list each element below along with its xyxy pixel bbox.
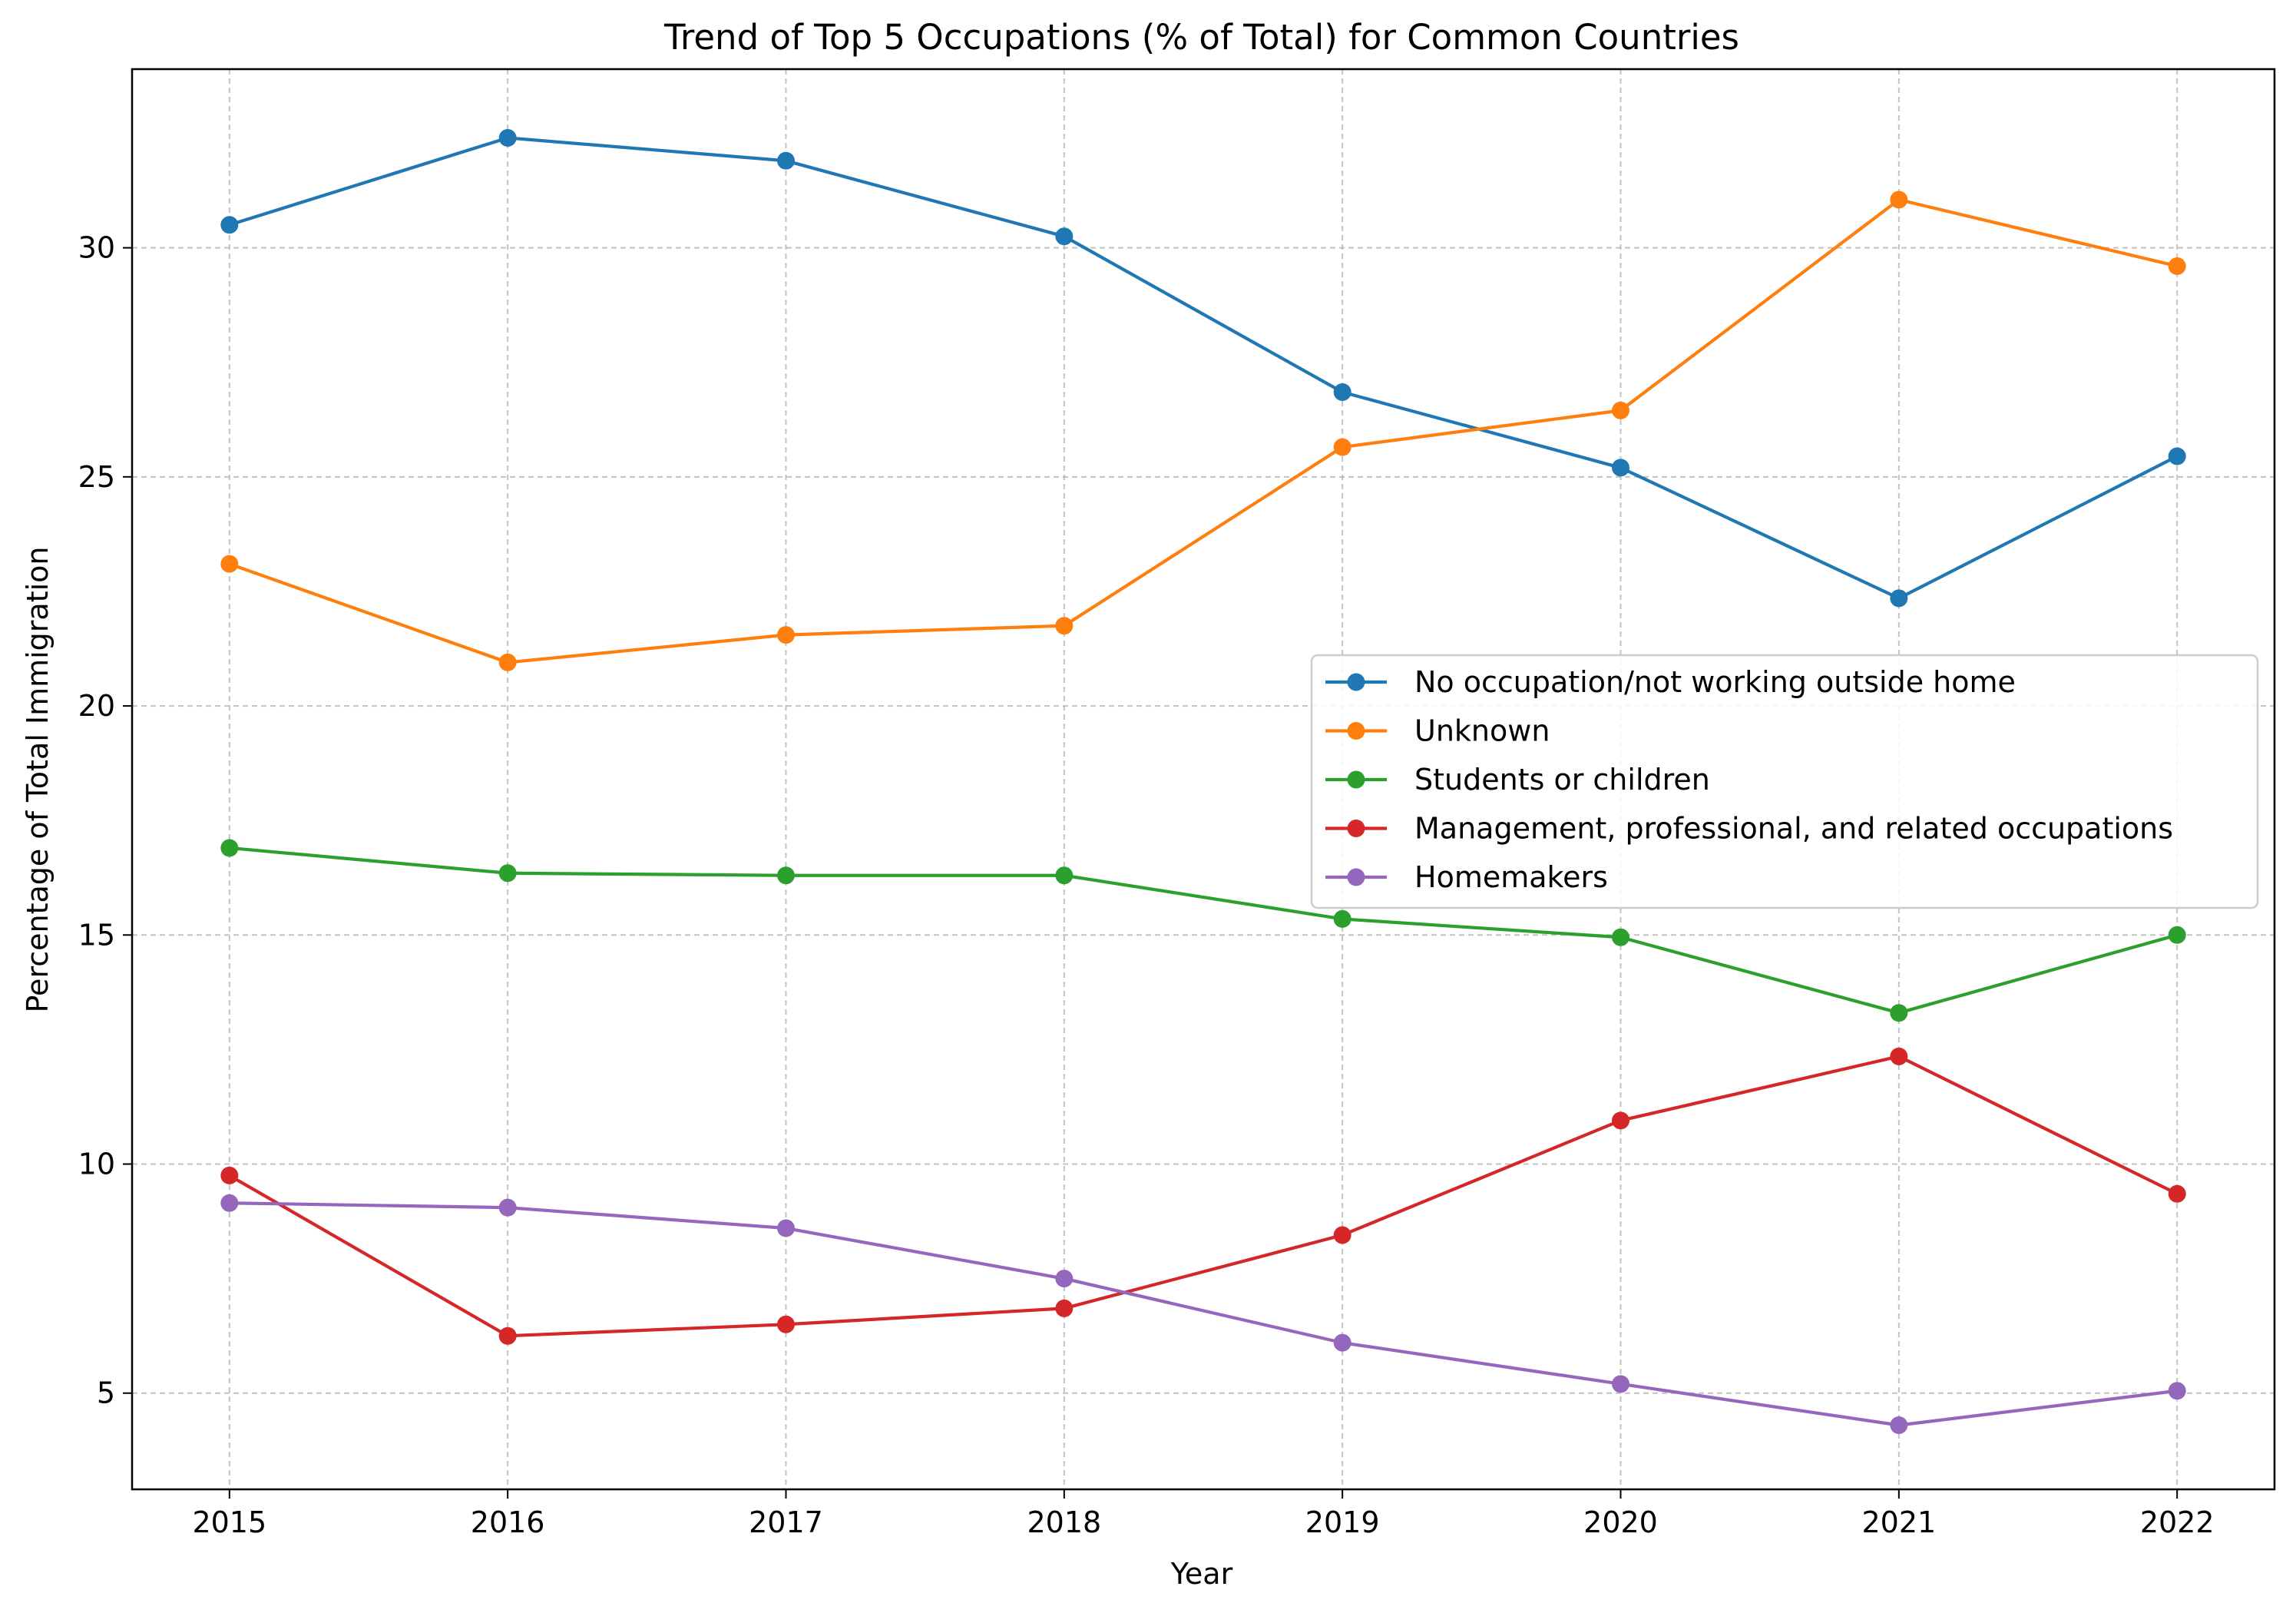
data-point [498,1327,517,1345]
data-point [1333,909,1351,928]
x-tick-label: 2020 [1583,1505,1658,1539]
data-point [1055,617,1074,635]
data-point [1055,1299,1074,1317]
series-line [228,1055,2179,1338]
legend-label: Students or children [1414,763,1710,797]
data-point [498,1198,517,1217]
y-tick-label: 10 [78,1148,115,1181]
data-point [220,1194,239,1212]
data-point [1055,1270,1074,1288]
grid-lines [132,69,2274,1489]
data-point [1333,1333,1351,1352]
data-point [1890,190,1908,209]
legend-label: Management, professional, and related oc… [1414,812,2173,846]
data-point [1055,866,1074,885]
data-point [2168,447,2186,465]
plot-area-frame [131,68,2276,1491]
x-tick-label: 2017 [749,1505,823,1539]
data-point [220,1166,239,1184]
legend-marker [1347,820,1365,837]
legend-marker [1347,673,1365,691]
data-point [1612,928,1630,946]
x-tick-label: 2016 [471,1505,545,1539]
x-tick-label: 2021 [1861,1505,1936,1539]
legend-item: Management, professional, and related oc… [1325,812,2173,846]
chart-title: Trend of Top 5 Occupations (% of Total) … [663,17,1739,58]
y-tick-label: 25 [78,460,115,494]
data-point [776,151,795,170]
series-2 [220,190,2186,671]
series-5 [220,1194,2186,1434]
data-point [498,128,517,147]
x-tick-label: 2018 [1027,1505,1101,1539]
legend-item: Homemakers [1325,860,1608,894]
series-line [229,846,2178,1015]
data-point [1333,1226,1351,1244]
legend-item: Unknown [1325,714,1550,748]
legend-marker [1347,868,1365,886]
series-lines [220,128,2186,1434]
data-point [776,866,795,885]
legend-item: Students or children [1325,763,1710,797]
y-tick-label: 30 [78,231,115,265]
series-line [229,136,2179,601]
series-4 [220,1047,2186,1345]
legend-item: No occupation/not working outside home [1325,665,2016,699]
legend: No occupation/not working outside home Un… [1310,654,2259,909]
data-point [1055,227,1074,246]
x-axis-title: Year [1170,1557,1233,1591]
data-point [220,216,239,234]
data-point [1890,1416,1908,1434]
legend-marker [1347,722,1365,740]
data-point [1612,459,1630,477]
data-point [220,839,239,857]
data-point [1612,1375,1630,1393]
y-tick-label: 5 [97,1376,115,1410]
legend-label: No occupation/not working outside home [1414,665,2016,699]
data-point [498,864,517,883]
data-point [2168,1184,2186,1203]
legend-frame [1310,654,2259,909]
series-line [229,1201,2178,1427]
data-point [2168,926,2186,944]
legend-label: Unknown [1414,714,1550,748]
data-point [776,1315,795,1333]
y-axis-title: Percentage of Total Immigration [21,547,55,1013]
data-point [498,653,517,671]
data-point [1333,383,1351,401]
data-point [1890,1004,1908,1022]
data-point [2168,1382,2186,1400]
data-point [1890,1047,1908,1065]
legend-marker [1347,770,1365,789]
data-point [1333,438,1351,456]
data-point [1612,1111,1630,1130]
x-tick-label: 2019 [1305,1505,1380,1539]
data-point [1890,589,1908,608]
data-point [2168,257,2186,275]
y-tick-label: 20 [78,689,115,723]
y-tick-label: 15 [78,918,115,952]
series-3 [220,839,2186,1022]
data-point [776,626,795,644]
legend-label: Homemakers [1414,860,1608,894]
series-line [229,197,2178,664]
series-1 [220,128,2186,608]
x-tick-label: 2022 [2140,1505,2215,1539]
data-point [776,1219,795,1237]
x-tick-label: 2015 [192,1505,266,1539]
data-point [1612,401,1630,419]
axes: 2015 2016 2017 2018 2019 2020 2021 2022 5 10 15 20 2… [78,231,2215,1539]
data-point [220,555,239,573]
